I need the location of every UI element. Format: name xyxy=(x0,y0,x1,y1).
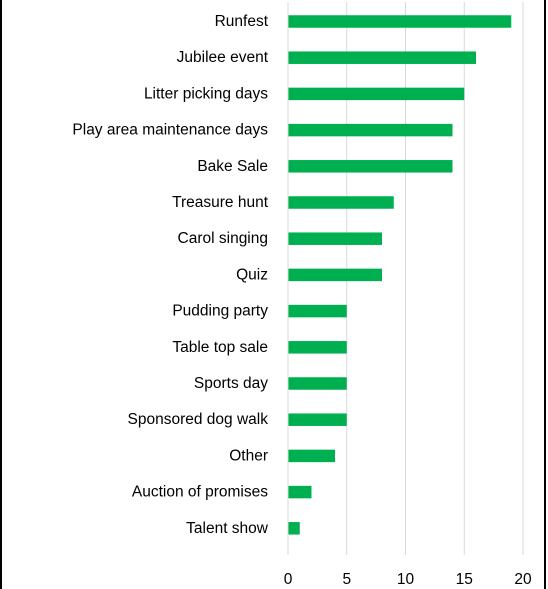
category-label: Jubilee event xyxy=(177,49,269,66)
bar xyxy=(288,87,465,101)
x-axis-tick-labels: 0 5 10 15 20 xyxy=(284,571,532,588)
bar xyxy=(288,268,382,282)
bar xyxy=(288,160,453,173)
bar xyxy=(288,522,300,535)
bar xyxy=(288,449,335,463)
x-tick-label: 15 xyxy=(456,571,473,588)
bar xyxy=(288,304,347,318)
category-label: Sponsored dog walk xyxy=(128,411,269,428)
category-label: Auction of promises xyxy=(132,484,268,501)
bar xyxy=(288,196,394,209)
bar xyxy=(288,232,382,245)
bar xyxy=(288,51,476,64)
category-label: Pudding party xyxy=(172,303,268,320)
category-label: Carol singing xyxy=(178,230,268,247)
category-label: Litter picking days xyxy=(144,85,268,102)
category-label: Table top sale xyxy=(172,339,268,356)
x-tick-label: 5 xyxy=(342,571,351,588)
category-label: Bake Sale xyxy=(197,158,268,175)
bar xyxy=(288,341,347,354)
bar xyxy=(288,123,453,137)
bars xyxy=(288,15,512,535)
category-label: Quiz xyxy=(236,266,268,283)
category-labels: Runfest Jubilee event Litter picking days P… xyxy=(72,13,268,537)
bar xyxy=(288,377,347,390)
category-label: Treasure hunt xyxy=(172,194,269,211)
x-tick-label: 10 xyxy=(397,571,415,588)
category-label: Talent show xyxy=(186,520,269,537)
bar xyxy=(288,15,512,28)
category-label: Sports day xyxy=(194,375,268,392)
bar xyxy=(288,485,312,499)
category-label: Play area maintenance days xyxy=(72,122,268,139)
x-tick-label: 20 xyxy=(514,571,532,588)
bar xyxy=(288,413,347,426)
category-label: Other xyxy=(229,447,268,464)
x-tick-label: 0 xyxy=(284,571,293,588)
category-label: Runfest xyxy=(215,13,269,30)
